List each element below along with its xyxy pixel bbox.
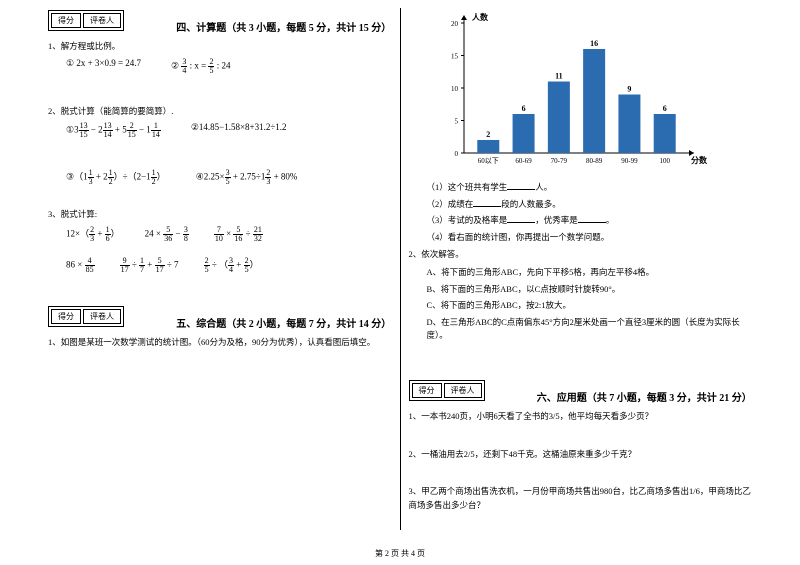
svg-text:9: 9 — [627, 85, 631, 94]
qc: C、将下面的三角形ABC，按2:1放大。 — [427, 299, 753, 313]
r2c: 25 ÷ （34 + 25） — [204, 257, 259, 274]
q5-1: 1、如图是某班一次数学测试的统计图。（60分为及格，90分为优秀），认真看图后填… — [48, 336, 392, 350]
left-column: 得分 评卷人 四、计算题（共 3 小题，每题 5 分，共计 15 分） 1、解方… — [40, 8, 401, 530]
q6-2: 2、一桶油用去2/5，还剩下48千克。这桶油原来重多少千克？ — [409, 448, 753, 462]
qb: B、将下面的三角形ABC，以C点按顺时针旋转90°。 — [427, 283, 753, 297]
score-box: 得分 评卷人 — [48, 10, 124, 31]
q4-2c: ③（113 + 212）÷（2−112） — [66, 169, 166, 186]
svg-text:90-99: 90-99 — [621, 157, 638, 165]
svg-text:人数: 人数 — [472, 12, 489, 22]
right-column: 0 5 10 15 20 2 60以下 6 60-69 11 70-79 16 80-89 9 90-99 6… — [401, 8, 761, 530]
q4-2a: ①31315 − 21314 + 5215 − 1114 — [66, 122, 161, 139]
q4-1: 1、解方程或比例。 — [48, 40, 392, 54]
svg-text:80-89: 80-89 — [585, 157, 602, 165]
q4-3: 3、脱式计算: — [48, 208, 392, 222]
svg-text:0: 0 — [454, 150, 458, 158]
r1a: 12×（23 + 16） — [66, 226, 120, 243]
qd: D、在三角形ABC的C点南偏东45°方向2厘米处画一个直径3厘米的圆（长度为实际… — [427, 316, 753, 343]
q4-2d: ④2.25×35 + 2.75÷123 + 80% — [196, 169, 298, 186]
svg-text:20: 20 — [451, 20, 459, 28]
section-6-title: 六、应用题（共 7 小题，每题 3 分，共计 21 分） — [537, 389, 752, 404]
section-4-title: 四、计算题（共 3 小题，每题 5 分，共计 15 分） — [176, 19, 391, 34]
svg-text:2: 2 — [486, 130, 490, 139]
svg-text:100: 100 — [659, 157, 670, 165]
svg-text:5: 5 — [454, 118, 458, 126]
svg-text:10: 10 — [451, 85, 459, 93]
q4-1b: ② 34 : x = 25 : 24 — [171, 58, 230, 75]
score-label: 得分 — [51, 13, 81, 28]
svg-text:70-79: 70-79 — [550, 157, 567, 165]
r-l3: （3）考试的及格率是，优秀率是。 — [427, 214, 753, 228]
q4-2: 2、脱式计算（能简算的要简算）. — [48, 105, 392, 119]
svg-text:分数: 分数 — [691, 155, 708, 165]
svg-text:60以下: 60以下 — [477, 157, 498, 165]
page-footer: 第 2 页 共 4 页 — [0, 548, 800, 559]
q4-2b: ②14.85−1.58×8+31.2÷1.2 — [191, 122, 287, 139]
r1b: 24 × 536 − 38 — [145, 226, 189, 243]
r2b: 917 ÷ 17 + 517 ÷ 7 — [120, 257, 179, 274]
section-5-title: 五、综合题（共 2 小题，每题 7 分，共计 14 分） — [176, 315, 391, 330]
svg-text:11: 11 — [555, 72, 563, 81]
svg-text:6: 6 — [521, 104, 525, 113]
svg-text:6: 6 — [662, 104, 666, 113]
q4-1a: ① 2x + 3×0.9 = 24.7 — [66, 58, 141, 75]
svg-text:60-69: 60-69 — [515, 157, 532, 165]
r-l1: （1）这个班共有学生人。 — [427, 181, 753, 195]
q-right-2: 2、依次解答。 — [409, 248, 753, 262]
score-box-6: 得分 评卷人 — [409, 380, 485, 401]
r2a: 86 × 485 — [66, 257, 95, 274]
r1c: 710 × 516 ÷ 2132 — [214, 226, 263, 243]
score-box-5: 得分 评卷人 — [48, 306, 124, 327]
r-l2: （2）成绩在段的人数最多。 — [427, 198, 753, 212]
q6-3: 3、甲乙两个商场出售洗衣机，一月份甲商场共售出980台，比乙商场多售出1/6，甲… — [409, 485, 753, 512]
r-l4: （4）看右面的统计图，你再提出一个数学问题。 — [427, 231, 753, 245]
qa: A、将下面的三角形ABC，先向下平移5格，再向左平移4格。 — [427, 266, 753, 280]
bar-chart: 0 5 10 15 20 2 60以下 6 60-69 11 70-79 16 80-89 9 90-99 6… — [429, 8, 709, 178]
grader-label: 评卷人 — [83, 13, 121, 28]
svg-text:15: 15 — [451, 53, 459, 61]
svg-text:16: 16 — [590, 39, 598, 48]
q6-1: 1、一本书240页，小明6天看了全书的3/5，他平均每天看多少页？ — [409, 410, 753, 424]
